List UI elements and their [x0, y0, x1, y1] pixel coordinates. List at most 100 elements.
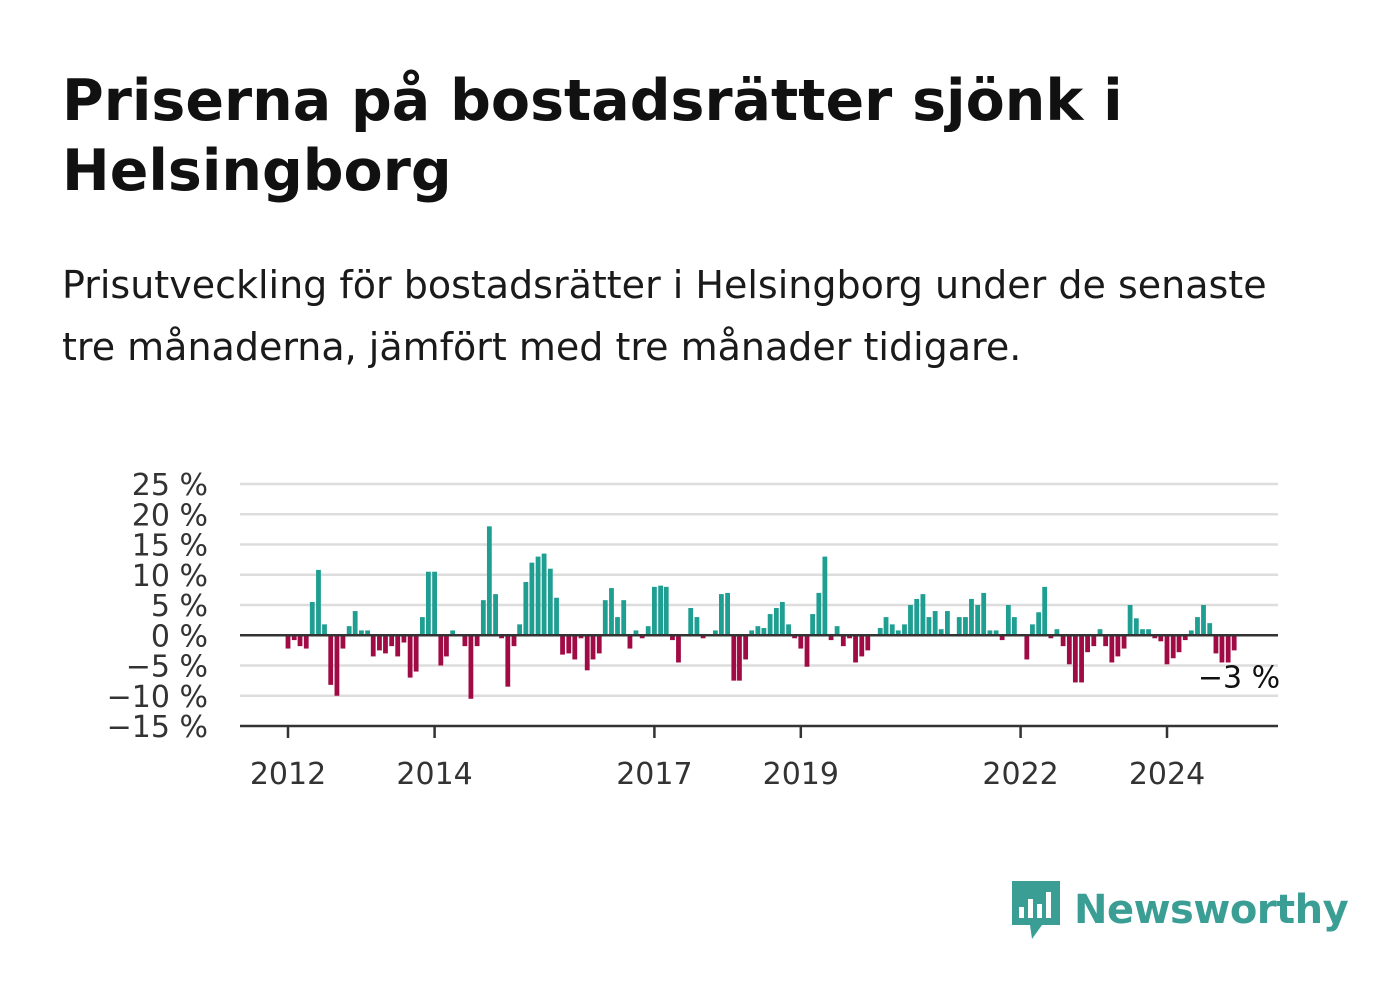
bar — [1042, 586, 1048, 636]
bar — [975, 605, 981, 636]
bar — [572, 635, 578, 660]
axes — [240, 634, 1278, 728]
bar — [1140, 629, 1145, 636]
bar — [865, 635, 871, 651]
bar — [969, 598, 974, 636]
bar — [731, 635, 737, 681]
gridlines — [240, 482, 1278, 697]
bar — [383, 635, 388, 654]
bar — [609, 588, 614, 636]
bar — [712, 630, 718, 636]
bar — [309, 601, 315, 636]
bar — [1011, 617, 1017, 636]
bar — [1158, 635, 1164, 642]
bar — [779, 601, 785, 636]
bar — [1127, 605, 1133, 636]
bar — [541, 553, 547, 636]
chart-title: Priserna på bostadsrätter sjönk i Helsin… — [62, 68, 1123, 204]
bar — [676, 635, 681, 663]
bar — [1121, 635, 1127, 649]
bar — [554, 597, 559, 636]
bar — [340, 635, 346, 649]
bar — [359, 630, 364, 636]
bar — [1085, 635, 1090, 653]
bar — [480, 600, 486, 636]
bar — [395, 635, 401, 657]
bar — [438, 635, 444, 666]
bar — [468, 635, 474, 699]
bar — [1213, 635, 1219, 654]
bar — [1054, 629, 1060, 636]
y-tick-label: 10 % — [132, 559, 208, 594]
bar — [365, 630, 371, 636]
bar — [627, 635, 633, 649]
bars — [285, 526, 1237, 699]
bar — [1231, 635, 1237, 651]
bar — [828, 635, 834, 641]
bar — [645, 626, 651, 636]
bar — [663, 586, 669, 636]
bar — [474, 635, 480, 647]
bar — [902, 624, 907, 636]
bar — [352, 611, 358, 636]
x-axis-tick-labels: 2012 2014 2017 2019 2022 2024 — [250, 726, 1205, 792]
bar — [688, 608, 694, 636]
bar — [584, 635, 590, 671]
x-tick-label: 2017 — [616, 757, 692, 792]
x-tick-label: 2012 — [250, 757, 326, 792]
bar — [578, 635, 584, 639]
bar — [346, 626, 352, 636]
bar — [804, 635, 810, 667]
bar — [1133, 618, 1139, 636]
y-tick-label: 20 % — [132, 498, 208, 533]
bar — [938, 629, 944, 636]
bar — [1066, 635, 1072, 665]
bar — [920, 594, 926, 636]
bar — [529, 562, 535, 636]
bar — [1079, 635, 1084, 683]
bar — [596, 635, 602, 654]
y-tick-label: 0 % — [151, 619, 208, 654]
bar — [316, 569, 321, 636]
brand-logo[interactable]: Newsworthy — [1010, 878, 1349, 942]
bar — [847, 635, 852, 639]
bar — [773, 608, 779, 636]
y-tick-label: −5 % — [126, 650, 208, 685]
bar — [419, 617, 425, 636]
bar — [945, 611, 950, 636]
bar — [425, 571, 431, 636]
bar — [926, 617, 932, 636]
bar — [786, 624, 791, 636]
bar — [370, 635, 376, 657]
bar — [334, 635, 340, 696]
bar — [413, 635, 419, 672]
bar — [1207, 623, 1213, 636]
newsworthy-logo-icon — [1012, 881, 1060, 939]
bar — [621, 600, 627, 636]
chart-subtitle: Prisutveckling för bostadsrätter i Helsi… — [62, 263, 1267, 369]
bar — [505, 635, 511, 687]
bar — [652, 586, 657, 636]
bar — [981, 592, 987, 636]
bar — [670, 635, 675, 641]
bar — [963, 617, 968, 636]
bar — [737, 635, 742, 681]
bar — [602, 600, 608, 636]
bar — [1152, 635, 1158, 639]
bar — [535, 556, 541, 636]
bar — [1097, 629, 1103, 636]
bar — [389, 635, 395, 647]
bar — [993, 630, 999, 636]
bar — [694, 617, 700, 636]
bar — [718, 594, 724, 636]
bar — [560, 635, 565, 655]
bar — [450, 630, 456, 636]
y-tick-label: 25 % — [132, 468, 208, 503]
bar — [895, 630, 901, 636]
bar — [401, 635, 407, 643]
bar — [725, 592, 730, 636]
bar — [1176, 635, 1182, 653]
bar — [1109, 635, 1115, 663]
bar — [1072, 635, 1078, 683]
bar — [407, 635, 413, 678]
